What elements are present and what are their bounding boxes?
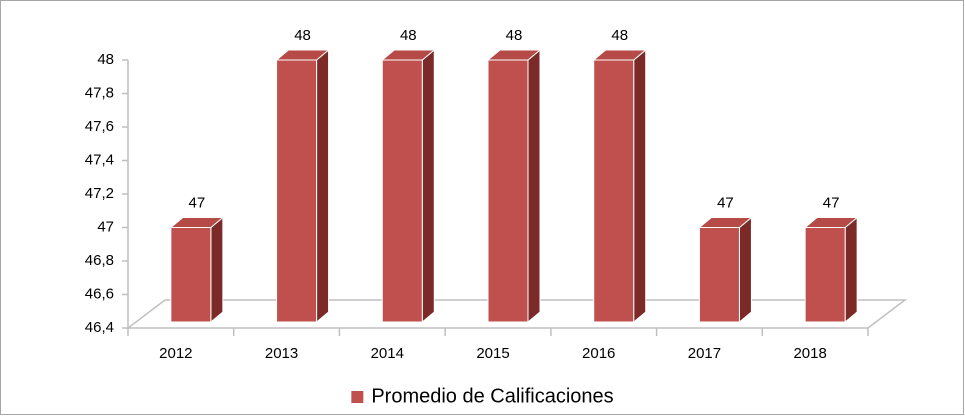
x-tick-label: 2012 bbox=[159, 345, 192, 362]
y-tick-label: 47 bbox=[97, 218, 114, 235]
value-label: 48 bbox=[506, 27, 523, 44]
value-label: 48 bbox=[611, 27, 628, 44]
bar-side bbox=[421, 48, 435, 324]
value-label: 47 bbox=[823, 194, 840, 211]
x-tick-label: 2014 bbox=[371, 345, 404, 362]
x-tick-label: 2016 bbox=[582, 345, 615, 362]
value-label: 47 bbox=[189, 194, 206, 211]
bar bbox=[381, 59, 423, 323]
value-label: 47 bbox=[717, 194, 734, 211]
bar bbox=[698, 227, 740, 323]
x-tick-label: 2017 bbox=[688, 345, 721, 362]
y-tick-label: 46,6 bbox=[85, 285, 114, 302]
bar bbox=[804, 227, 846, 323]
value-label: 48 bbox=[400, 27, 417, 44]
value-label: 48 bbox=[294, 27, 311, 44]
y-tick-label: 47,8 bbox=[85, 84, 114, 101]
bar-side bbox=[527, 48, 541, 324]
y-tick-label: 46,4 bbox=[85, 319, 114, 336]
x-tick-label: 2015 bbox=[476, 345, 509, 362]
legend-swatch bbox=[351, 391, 364, 403]
y-tick-label: 46,8 bbox=[85, 252, 114, 269]
x-tick-label: 2018 bbox=[793, 345, 826, 362]
bar-side bbox=[316, 48, 330, 324]
y-tick-label: 47,2 bbox=[85, 185, 114, 202]
bar-side bbox=[844, 216, 858, 324]
bar-side bbox=[210, 216, 224, 324]
y-tick-label: 48 bbox=[97, 51, 114, 68]
bar bbox=[593, 59, 635, 323]
y-tick-label: 47,6 bbox=[85, 118, 114, 135]
legend-label: Promedio de Calificaciones bbox=[371, 385, 613, 407]
x-tick-label: 2013 bbox=[265, 345, 298, 362]
bar bbox=[487, 59, 529, 323]
y-tick-label: 47,4 bbox=[85, 151, 114, 168]
bar bbox=[170, 227, 212, 323]
bar-side bbox=[738, 216, 752, 324]
bar-side bbox=[633, 48, 647, 324]
bar bbox=[276, 59, 318, 323]
